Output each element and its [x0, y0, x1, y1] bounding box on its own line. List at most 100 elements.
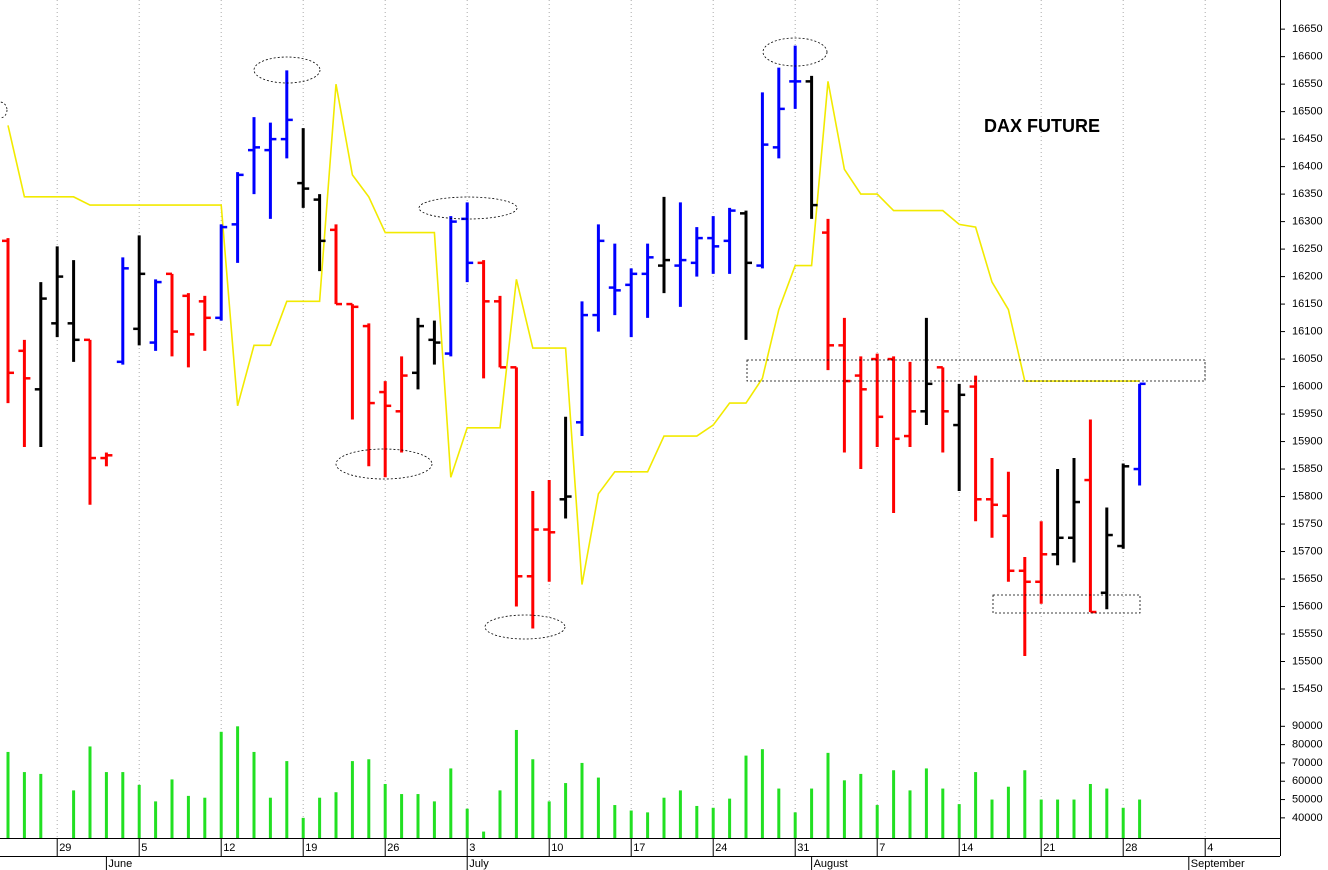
- y-tick-label: 15600: [1292, 600, 1323, 612]
- ohlc-bar: [494, 295, 506, 369]
- ohlc-bar: [1133, 382, 1146, 486]
- x-tick-label: 31: [797, 842, 809, 854]
- volume-bar: [252, 751, 256, 838]
- ohlc-bar: [313, 194, 326, 272]
- y-tick-label: 16150: [1292, 298, 1323, 310]
- volume-bar: [646, 812, 650, 838]
- volume-bar: [662, 797, 666, 838]
- volume-bar: [564, 783, 568, 838]
- volume-bar: [334, 792, 338, 838]
- x-tick-label: 7: [879, 842, 885, 854]
- volume-bar: [449, 768, 453, 838]
- x-tick-label: 21: [1043, 842, 1055, 854]
- volume-bar: [777, 788, 781, 838]
- volume-bar: [1105, 788, 1109, 838]
- volume-tick-label: 60000: [1292, 775, 1323, 787]
- ohlc-bar: [362, 323, 375, 467]
- volume-bar: [1039, 799, 1043, 838]
- ohlc-bar: [34, 282, 47, 448]
- volume-bar: [1023, 770, 1027, 838]
- ohlc-bar: [444, 216, 457, 357]
- volume-bar: [186, 795, 190, 838]
- volume-bar: [39, 773, 43, 838]
- ohlc-bar: [248, 117, 260, 195]
- volume-bar: [957, 804, 961, 838]
- volume-bar: [793, 812, 797, 838]
- ohlc-bar: [379, 381, 392, 478]
- volume-bar: [514, 729, 518, 838]
- volume-bar: [268, 797, 272, 838]
- annotations: [0, 37, 1206, 640]
- y-tick-label: 16650: [1292, 23, 1323, 35]
- y-tick-label: 16250: [1292, 243, 1323, 255]
- ohlc-bar: [953, 383, 966, 492]
- y-tick-label: 16100: [1292, 325, 1323, 337]
- volume-bar: [941, 788, 945, 838]
- volume-bar: [1056, 799, 1060, 838]
- volume-bar: [104, 772, 108, 838]
- volume-tick-label: 80000: [1292, 739, 1323, 751]
- ohlc-bar: [838, 317, 851, 453]
- ohlc-bar: [822, 218, 834, 371]
- y-tick-label: 16600: [1292, 51, 1323, 63]
- ohlc-bar: [904, 361, 916, 448]
- ohlc-bar: [100, 452, 113, 467]
- volume-bar: [236, 726, 240, 838]
- volume-bar: [318, 797, 322, 838]
- y-tick-label: 15900: [1292, 435, 1323, 447]
- annotation-ellipse: [335, 448, 433, 480]
- y-tick-label: 15550: [1292, 628, 1323, 640]
- ohlc-bar: [674, 202, 687, 307]
- volume-bar: [678, 790, 682, 838]
- volume-bar: [285, 761, 289, 838]
- x-tick-label: 4: [1207, 842, 1213, 854]
- ohlc-bar: [116, 257, 129, 365]
- ohlc-bar: [690, 227, 703, 277]
- volume-bar: [711, 807, 715, 838]
- volume-tick-label: 90000: [1292, 720, 1323, 732]
- ohlc-bar: [1018, 557, 1031, 657]
- ohlc-bar: [641, 243, 654, 318]
- x-tick-label: 10: [551, 842, 563, 854]
- volume-bar: [1121, 807, 1125, 838]
- volume-bar: [6, 751, 10, 838]
- volume-bar: [170, 779, 174, 838]
- ohlc-bar: [510, 366, 523, 607]
- volume-bar: [547, 801, 551, 838]
- y-tick-label: 16500: [1292, 106, 1323, 118]
- month-label: July: [469, 858, 489, 870]
- volume-bar: [810, 788, 814, 838]
- volume-bar: [580, 762, 584, 838]
- ohlc-bar: [986, 458, 998, 538]
- volume-bar: [531, 759, 535, 838]
- ohlc-bar: [84, 338, 96, 505]
- volume-bar: [400, 794, 404, 838]
- y-tick-label: 16550: [1292, 78, 1323, 90]
- ohlc-bar: [67, 260, 80, 362]
- volume-bar: [875, 805, 879, 838]
- ohlc-bar: [182, 293, 195, 368]
- x-tick-label: 28: [1125, 842, 1137, 854]
- ohlc-bar: [264, 122, 277, 219]
- volume-bar: [744, 755, 748, 838]
- month-label: August: [814, 858, 848, 870]
- volume-bar: [974, 772, 978, 838]
- volume-bar: [892, 770, 896, 838]
- ohlc-bar: [346, 302, 359, 420]
- ohlc-bar: [658, 196, 670, 294]
- ohlc-bar: [740, 210, 752, 340]
- y-tick-label: 16450: [1292, 133, 1323, 145]
- ohlc-bar: [592, 224, 605, 332]
- ohlc-bar: [1035, 521, 1048, 604]
- x-tick-label: 3: [469, 842, 475, 854]
- y-tick-label: 16000: [1292, 380, 1323, 392]
- annotation-ellipse: [253, 56, 321, 84]
- volume-bar: [1138, 799, 1142, 838]
- ohlc-bar: [330, 224, 342, 306]
- volume-bar: [482, 831, 486, 838]
- volume-bar: [383, 783, 387, 838]
- volume-bar: [219, 731, 223, 838]
- y-tick-label: 16400: [1292, 161, 1323, 173]
- ohlc-bar: [231, 172, 244, 263]
- month-label: September: [1191, 858, 1245, 870]
